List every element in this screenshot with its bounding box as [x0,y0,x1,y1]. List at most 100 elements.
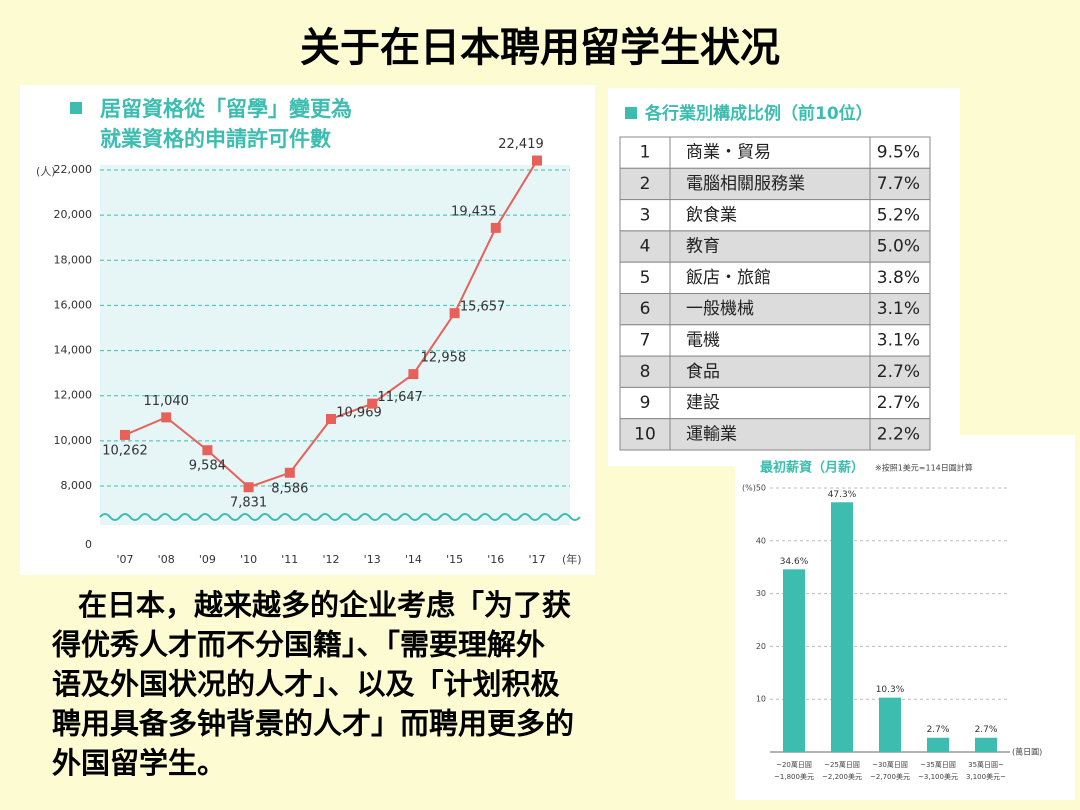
y-tick-label: 0 [85,538,92,551]
x-tick-label: '16 [487,553,504,566]
axis-break [99,513,581,521]
data-point [408,369,419,380]
y-tick-label: 22,000 [54,163,93,176]
value-label: 9,584 [189,459,226,474]
y-tick-label: 20 [756,642,766,651]
x-tick-label: 35萬日圓~ [968,760,1004,769]
chart-title: 居留資格從「留學」變更為 [100,97,352,121]
y-tick-label: 20,000 [54,208,93,221]
value-label: 10,262 [102,443,148,458]
x-tick-label: ~20萬日圓 [776,760,812,769]
value-label: 47.3% [828,490,857,500]
chart-title: 就業資格的申請許可件數 [100,127,331,151]
data-point [449,308,460,319]
data-point [326,413,336,424]
x-tick-label: '08 [158,553,175,566]
body-text: 外国留学生。 [52,746,226,780]
value-label: 8,586 [271,481,308,496]
x-tick-label: '11 [281,553,298,566]
body-text: 聘用具备多钟背景的人才」而聘用更多的 [52,707,574,741]
value-label: 2.7% [927,725,950,735]
table-cell: 5.0% [877,237,920,257]
body-text: 在日本，越来越多的企业考虑「为了获 [78,588,571,622]
table-cell: 3.1% [877,330,920,350]
x-tick-label: ~30萬日圓 [872,760,908,769]
table-cell: 3.8% [877,268,920,288]
x-tick-label: ~2,700美元 [870,772,910,781]
title-marker [625,107,637,119]
y-tick-label: 8,000 [61,479,93,492]
x-tick-label: ~25萬日圓 [824,760,860,769]
data-point [243,482,254,493]
table-cell: 5 [640,268,651,288]
bar [975,737,997,752]
table-cell: 一般機械 [686,299,754,319]
table-title: 各行業別構成比例（前10位） [644,103,873,124]
table-cell: 3.1% [877,299,920,319]
table-cell: 2 [640,174,651,194]
table-cell: 4 [640,237,651,257]
value-label: 7,831 [230,496,267,511]
x-tick-label: ~2,200美元 [822,772,862,781]
value-label: 10,969 [336,405,382,420]
table-cell: 飯店・旅館 [686,268,771,288]
y-tick-label: 12,000 [54,389,93,402]
table-cell: 2.2% [877,424,920,444]
table-cell: 6 [640,299,651,319]
table-cell: 運輸業 [686,424,737,444]
table-cell: 7.7% [877,174,920,194]
y-tick-label: 30 [756,589,766,598]
data-point [120,429,130,440]
y-unit: (%) [742,484,756,493]
table-cell: 商業・貿易 [686,143,771,163]
table-cell: 2.7% [877,393,920,413]
x-unit: (萬日圓) [1012,747,1042,757]
x-tick-label: 3,100美元~ [966,772,1006,781]
table-row [619,261,931,295]
y-tick-label: 10 [756,695,766,704]
table-cell: 電腦相關服務業 [686,174,805,194]
table-cell: 食品 [686,362,720,382]
x-tick-label: '17 [528,553,545,566]
data-point [532,155,542,166]
y-tick-label: 18,000 [54,253,93,266]
data-point [202,445,213,456]
table-row [619,167,931,201]
x-tick-label: '10 [240,553,257,566]
y-tick-label: 14,000 [54,344,93,357]
x-tick-label: '07 [116,553,133,566]
table-cell: 建設 [686,393,720,413]
table-cell: 電機 [686,330,720,350]
table-cell: 2.7% [877,362,920,382]
value-label: 10.3% [876,685,905,695]
chart-note: ※按照1美元=114日圓計算 [875,463,973,473]
body-text: 得优秀人才而不分国籍」、「需要理解外 [51,628,545,662]
bar [927,737,949,752]
value-label: 15,657 [460,300,506,315]
y-unit: (人) [36,165,56,178]
table-row [619,230,931,263]
table-row [619,136,931,169]
chart-title: 最初薪資（月薪） [760,460,864,476]
table-row [619,355,931,388]
table-cell: 飲食業 [686,205,737,225]
data-point [161,412,172,423]
table-cell: 3 [640,205,651,225]
data-point [367,398,378,409]
y-tick-label: 16,000 [54,298,93,311]
x-tick-label: '15 [446,553,463,566]
table-cell: 教育 [686,237,720,257]
x-tick-label: '09 [199,553,216,566]
x-tick-label: ~1,800美元 [774,772,814,781]
table-cell: 8 [640,362,651,382]
table-cell: 9.5% [877,143,920,163]
table-cell: 7 [640,330,651,350]
x-tick-label: '12 [322,553,339,566]
value-label: 2.7% [975,725,998,735]
value-label: 34.6% [780,557,809,567]
table-row [619,386,931,420]
table-row [619,199,931,232]
bar [879,697,901,752]
title-marker [70,102,82,114]
